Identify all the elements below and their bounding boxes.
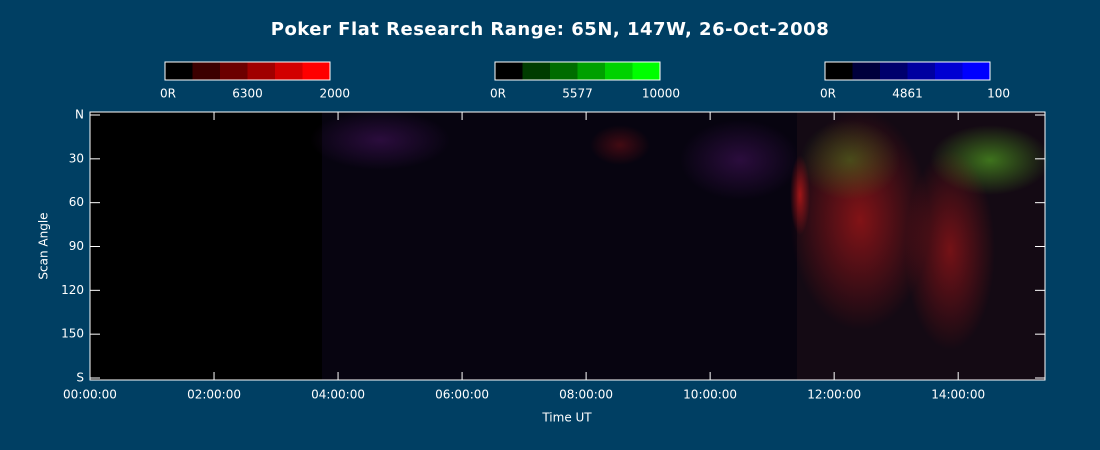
colorbar-swatch	[192, 62, 221, 80]
colorbar-wavelength: 4861	[892, 87, 923, 101]
colorbar-swatch	[522, 62, 551, 80]
colorbar-swatch	[247, 62, 276, 80]
x-tick-label: 12:00:00	[807, 388, 861, 402]
colorbar-swatch	[577, 62, 606, 80]
colorbar-min-label: 0R	[490, 87, 506, 101]
colorbar-wavelength: 6300	[232, 87, 263, 101]
colorbar-wavelength: 5577	[562, 87, 593, 101]
y-axis-title: Scan Angle	[37, 212, 51, 279]
chart-title: Poker Flat Research Range: 65N, 147W, 26…	[271, 19, 829, 40]
y-tick-label: 60	[69, 195, 84, 209]
colorbar-max-label: 2000	[319, 87, 350, 101]
colorbar-swatch	[935, 62, 963, 80]
colorbar-swatch	[220, 62, 248, 80]
x-tick-label: 02:00:00	[187, 388, 241, 402]
colorbar-swatch	[825, 62, 853, 80]
colorbar-frame	[164, 61, 331, 81]
colorbar-swatch	[880, 62, 908, 80]
x-tick-label: 10:00:00	[683, 388, 737, 402]
colorbar-frame	[494, 61, 661, 81]
colorbar-swatch	[275, 62, 303, 80]
colorbar-min-label: 0R	[820, 87, 836, 101]
colorbar-swatch	[962, 62, 991, 80]
colorbar-max-label: 10000	[642, 87, 680, 101]
x-tick-label: 04:00:00	[311, 388, 365, 402]
colorbar-swatch	[302, 62, 331, 80]
x-tick-label: 14:00:00	[931, 388, 985, 402]
y-tick-label: 90	[69, 239, 84, 253]
x-tick-label: 08:00:00	[559, 388, 613, 402]
colorbar-frame	[824, 61, 991, 81]
colorbar-swatch	[852, 62, 881, 80]
y-tick-label: S	[76, 371, 84, 385]
colorbar-min-label: 0R	[160, 87, 176, 101]
x-tick-label: 00:00:00	[63, 388, 117, 402]
x-tick-label: 06:00:00	[435, 388, 489, 402]
y-tick-label: 150	[61, 327, 84, 341]
colorbar-swatch	[165, 62, 193, 80]
x-axis-title: Time UT	[541, 411, 592, 425]
colorbar-swatch	[495, 62, 523, 80]
colorbar-swatch	[550, 62, 578, 80]
colorbar-swatch	[632, 62, 661, 80]
y-tick-label: N	[75, 108, 84, 122]
y-tick-label: 120	[61, 283, 84, 297]
keogram-image	[90, 110, 1050, 380]
colorbar-swatch	[605, 62, 633, 80]
colorbar-max-label: 100	[987, 87, 1010, 101]
y-tick-label: 30	[69, 151, 84, 165]
colorbar-swatch	[907, 62, 936, 80]
